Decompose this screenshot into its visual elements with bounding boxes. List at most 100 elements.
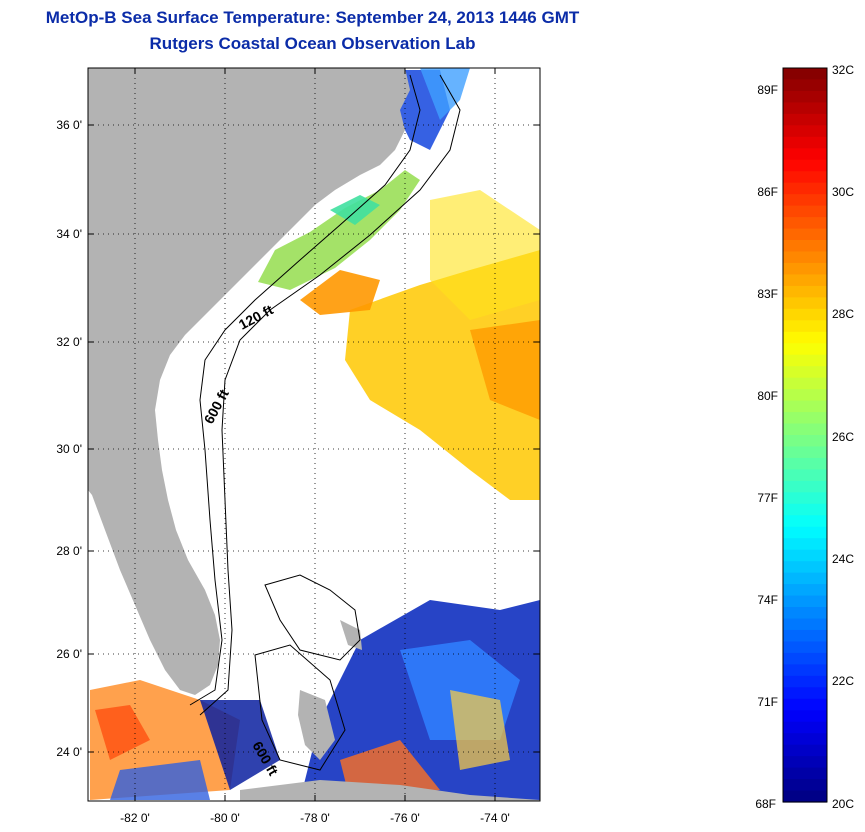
colorbar-strip xyxy=(783,400,827,413)
colorbar-strip xyxy=(783,354,827,367)
colorbar-strip xyxy=(783,331,827,344)
cbar-c-label: 22C xyxy=(832,674,854,688)
colorbar-strip xyxy=(783,285,827,298)
cbar-f-label: 77F xyxy=(757,491,778,505)
colorbar-strip xyxy=(783,251,827,264)
colorbar-strip xyxy=(783,641,827,654)
lon-label: -74 0' xyxy=(480,811,510,825)
colorbar-celsius-labels: 32C 30C 28C 26C 24C 22C 20C xyxy=(832,63,854,811)
colorbar-strip xyxy=(783,240,827,253)
lat-label: 36 0' xyxy=(56,118,82,132)
colorbar-strip xyxy=(783,148,827,161)
colorbar-fahrenheit-labels: 89F 86F 83F 80F 77F 74F 71F 68F xyxy=(755,83,778,811)
colorbar-strip xyxy=(783,733,827,746)
colorbar-strip xyxy=(783,572,827,585)
cbar-f-label: 71F xyxy=(757,695,778,709)
colorbar-strip xyxy=(783,182,827,195)
colorbar-strip xyxy=(783,607,827,620)
colorbar-strip xyxy=(783,503,827,516)
colorbar-strip xyxy=(783,480,827,493)
colorbar-strip xyxy=(783,90,827,104)
colorbar-strip xyxy=(783,595,827,608)
tick-marks xyxy=(88,68,540,801)
cbar-f-label: 89F xyxy=(757,83,778,97)
colorbar-strip xyxy=(783,756,827,769)
colorbar-strip xyxy=(783,412,827,425)
lat-label: 26 0' xyxy=(56,647,82,661)
colorbar-strip xyxy=(783,423,827,436)
colorbar-strip xyxy=(783,297,827,310)
colorbar-strip xyxy=(783,377,827,390)
colorbar-strip xyxy=(783,435,827,448)
colorbar-strip xyxy=(783,68,827,81)
colorbar-strip xyxy=(783,584,827,597)
colorbar-strip xyxy=(783,549,827,562)
colorbar-strip xyxy=(783,102,827,115)
colorbar-strip xyxy=(783,710,827,723)
colorbar-strip xyxy=(783,492,827,505)
colorbar-strip xyxy=(783,790,827,803)
colorbar-strip xyxy=(783,320,827,333)
contour-600ft xyxy=(199,74,461,716)
lon-labels: -82 0' -80 0' -78 0' -76 0' -74 0' xyxy=(120,811,510,825)
lat-label: 30 0' xyxy=(56,442,82,456)
colorbar-strip xyxy=(783,389,827,402)
island xyxy=(340,620,362,650)
colorbar-strip xyxy=(783,629,827,643)
colorbar-strip xyxy=(783,767,827,780)
cbar-f-label: 83F xyxy=(757,287,778,301)
colorbar-strip xyxy=(783,171,827,184)
lon-label: -76 0' xyxy=(390,811,420,825)
cbar-c-label: 20C xyxy=(832,797,854,811)
colorbar-strip xyxy=(783,205,827,218)
map-title: MetOp-B Sea Surface Temperature: Septemb… xyxy=(45,8,580,27)
colorbar-strip xyxy=(783,744,827,757)
contour-bahamas xyxy=(264,574,361,661)
sst-field xyxy=(90,68,540,800)
cbar-f-label: 74F xyxy=(757,593,778,607)
colorbar-strip xyxy=(783,675,827,688)
map-subtitle: Rutgers Coastal Ocean Observation Lab xyxy=(149,34,476,53)
cbar-f-label: 86F xyxy=(757,185,778,199)
lon-label: -80 0' xyxy=(210,811,240,825)
colorbar-strip xyxy=(783,664,827,677)
cbar-c-label: 28C xyxy=(832,307,854,321)
colorbar-strip xyxy=(783,125,827,138)
lat-labels: 36 0' 34 0' 32 0' 30 0' 28 0' 26 0' 24 0… xyxy=(56,118,82,759)
lat-label: 28 0' xyxy=(56,544,82,558)
colorbar-strip xyxy=(783,262,827,276)
colorbar-strip xyxy=(783,618,827,631)
colorbar-strip xyxy=(783,457,827,471)
colorbar-gradient xyxy=(783,68,827,803)
colorbar-strip xyxy=(783,469,827,482)
lon-label: -82 0' xyxy=(120,811,150,825)
colorbar-strip xyxy=(783,274,827,287)
title-block: MetOp-B Sea Surface Temperature: Septemb… xyxy=(0,5,625,57)
colorbar-strip xyxy=(783,721,827,734)
cbar-c-label: 24C xyxy=(832,552,854,566)
colorbar-strip xyxy=(783,159,827,172)
colorbar-strip xyxy=(783,446,827,459)
colorbar-strip xyxy=(783,228,827,241)
colorbar-strip xyxy=(783,561,827,574)
colorbar-frame xyxy=(782,67,828,803)
colorbar-strip xyxy=(783,515,827,528)
island xyxy=(298,690,335,760)
colorbar-strip xyxy=(783,779,827,792)
colorbar-strip xyxy=(783,687,827,700)
map-frame xyxy=(87,67,541,802)
colorbar-strip xyxy=(783,79,827,92)
colorbar-strip xyxy=(783,698,827,711)
cbar-c-label: 26C xyxy=(832,430,854,444)
cbar-f-label: 80F xyxy=(757,389,778,403)
colorbar-strip xyxy=(783,217,827,230)
colorbar-strip xyxy=(783,136,827,149)
lat-label: 34 0' xyxy=(56,227,82,241)
grid-lines xyxy=(88,68,540,801)
colorbar-strip xyxy=(783,113,827,126)
colorbar-strip xyxy=(783,343,827,356)
colorbar-strip xyxy=(783,366,827,379)
contour-bahamas-2 xyxy=(254,644,346,771)
